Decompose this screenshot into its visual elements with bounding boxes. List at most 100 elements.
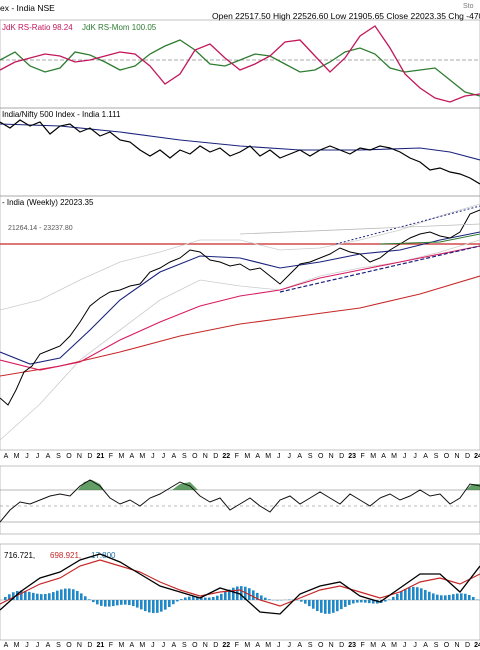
macd-bar	[424, 589, 427, 600]
macd-bar	[216, 595, 219, 600]
month-bottom-tick-27: J	[287, 642, 291, 649]
macd-bar	[456, 593, 459, 600]
macd-bar	[448, 594, 451, 600]
macd-bar	[352, 600, 355, 604]
macd-bar	[184, 597, 187, 600]
month-tick-35: M	[370, 453, 376, 460]
macd-label-a: 716.721,	[4, 551, 35, 560]
month-bottom-tick-29: S	[308, 642, 313, 649]
macd-bar	[144, 600, 147, 612]
month-tick-44: D	[465, 453, 470, 460]
month-tick-40: A	[423, 453, 428, 460]
macd-bar	[88, 599, 91, 600]
month-tick-41: S	[434, 453, 439, 460]
month-tick-18: O	[192, 453, 198, 460]
macd-bar	[472, 596, 475, 600]
month-bottom-tick-12: A	[130, 642, 135, 649]
macd-bar	[204, 597, 207, 600]
month-bottom-tick-28: A	[297, 642, 302, 649]
macd-bar	[368, 600, 371, 604]
macd-bar	[268, 599, 271, 600]
macd-bar	[256, 592, 259, 600]
macd-bar	[208, 597, 211, 600]
chart-title: ex - India NSE	[0, 3, 55, 13]
rrg-label-mom: JdK RS-Mom 100.05	[82, 23, 157, 32]
macd-bar	[132, 600, 135, 607]
bollinger-upper	[0, 203, 480, 311]
macd-bar	[44, 593, 47, 600]
month-bottom-tick-6: O	[66, 642, 72, 649]
month-bottom-tick-39: J	[413, 642, 417, 649]
month-bottom-tick-13: M	[139, 642, 145, 649]
month-bottom-tick-20: D	[213, 642, 218, 649]
panel-frames	[0, 19, 480, 641]
macd-bar	[232, 587, 235, 600]
month-bottom-tick-30: O	[318, 642, 324, 649]
macd-bar	[356, 600, 359, 603]
price-label: - India (Weekly) 22023.35	[2, 198, 94, 207]
macd-bar	[168, 600, 171, 608]
macd-bar	[240, 586, 243, 600]
month-bottom-tick-45: 24	[474, 642, 480, 649]
month-bottom-tick-33: 23	[348, 642, 356, 649]
month-bottom-tick-22: F	[235, 642, 239, 649]
macd-bar	[116, 600, 119, 606]
month-tick-21: 22	[222, 453, 230, 460]
month-tick-23: M	[244, 453, 250, 460]
macd-bar	[92, 600, 95, 603]
month-tick-0: A	[4, 453, 9, 460]
macd-bar	[396, 594, 399, 600]
month-bottom-tick-44: D	[465, 642, 470, 649]
macd-bar	[104, 600, 107, 607]
month-tick-43: N	[454, 453, 459, 460]
month-bottom-tick-43: N	[454, 642, 459, 649]
month-tick-31: N	[329, 453, 334, 460]
month-tick-28: A	[297, 453, 302, 460]
month-tick-14: J	[151, 453, 155, 460]
rsi-line	[0, 479, 480, 523]
macd-bar	[200, 597, 203, 600]
macd-bar	[24, 590, 27, 600]
macd-bar	[76, 590, 79, 600]
month-bottom-tick-24: A	[255, 642, 260, 649]
macd-bar	[108, 600, 111, 607]
macd-bar	[244, 586, 247, 600]
month-bottom-tick-32: D	[339, 642, 344, 649]
month-bottom-tick-31: N	[329, 642, 334, 649]
month-tick-29: S	[308, 453, 313, 460]
macd-bar	[136, 600, 139, 608]
macd-bar	[312, 600, 315, 609]
macd-bar	[328, 600, 331, 614]
macd-bar	[440, 595, 443, 600]
month-bottom-tick-25: M	[265, 642, 271, 649]
macd-bar	[80, 593, 83, 600]
month-tick-2: J	[25, 453, 29, 460]
macd-line	[0, 553, 480, 615]
month-tick-3: J	[36, 453, 40, 460]
month-bottom-tick-35: M	[370, 642, 376, 649]
month-bottom-tick-37: M	[391, 642, 397, 649]
month-bottom-tick-41: S	[434, 642, 439, 649]
month-bottom-tick-34: F	[360, 642, 364, 649]
month-bottom-tick-15: J	[162, 642, 166, 649]
macd-bar	[308, 600, 311, 607]
macd-bar	[212, 596, 215, 600]
month-tick-1: M	[14, 453, 20, 460]
month-bottom-tick-9: 21	[97, 642, 105, 649]
macd-bar	[384, 600, 387, 602]
ma-mid-line	[0, 245, 480, 371]
macd-bar	[36, 593, 39, 600]
month-axis-bottom: A M J J A S O N D 21 F M A M J J A S O N D 22 F M A M J J A S O N D 23 F M A…	[4, 642, 480, 649]
price-sublabel: 21264.14 - 23237.80	[8, 225, 73, 232]
green-line	[379, 233, 480, 245]
channel-mid	[239, 223, 480, 235]
rrg-ratio-line	[0, 25, 480, 103]
macd-bar	[112, 600, 115, 607]
macd-label-b: 698.921,	[50, 551, 81, 560]
macd-bar	[220, 593, 223, 600]
month-tick-33: 23	[348, 453, 356, 460]
macd-bar	[60, 589, 63, 600]
month-bottom-tick-5: S	[56, 642, 61, 649]
month-tick-39: J	[413, 453, 417, 460]
macd-bar	[432, 593, 435, 600]
